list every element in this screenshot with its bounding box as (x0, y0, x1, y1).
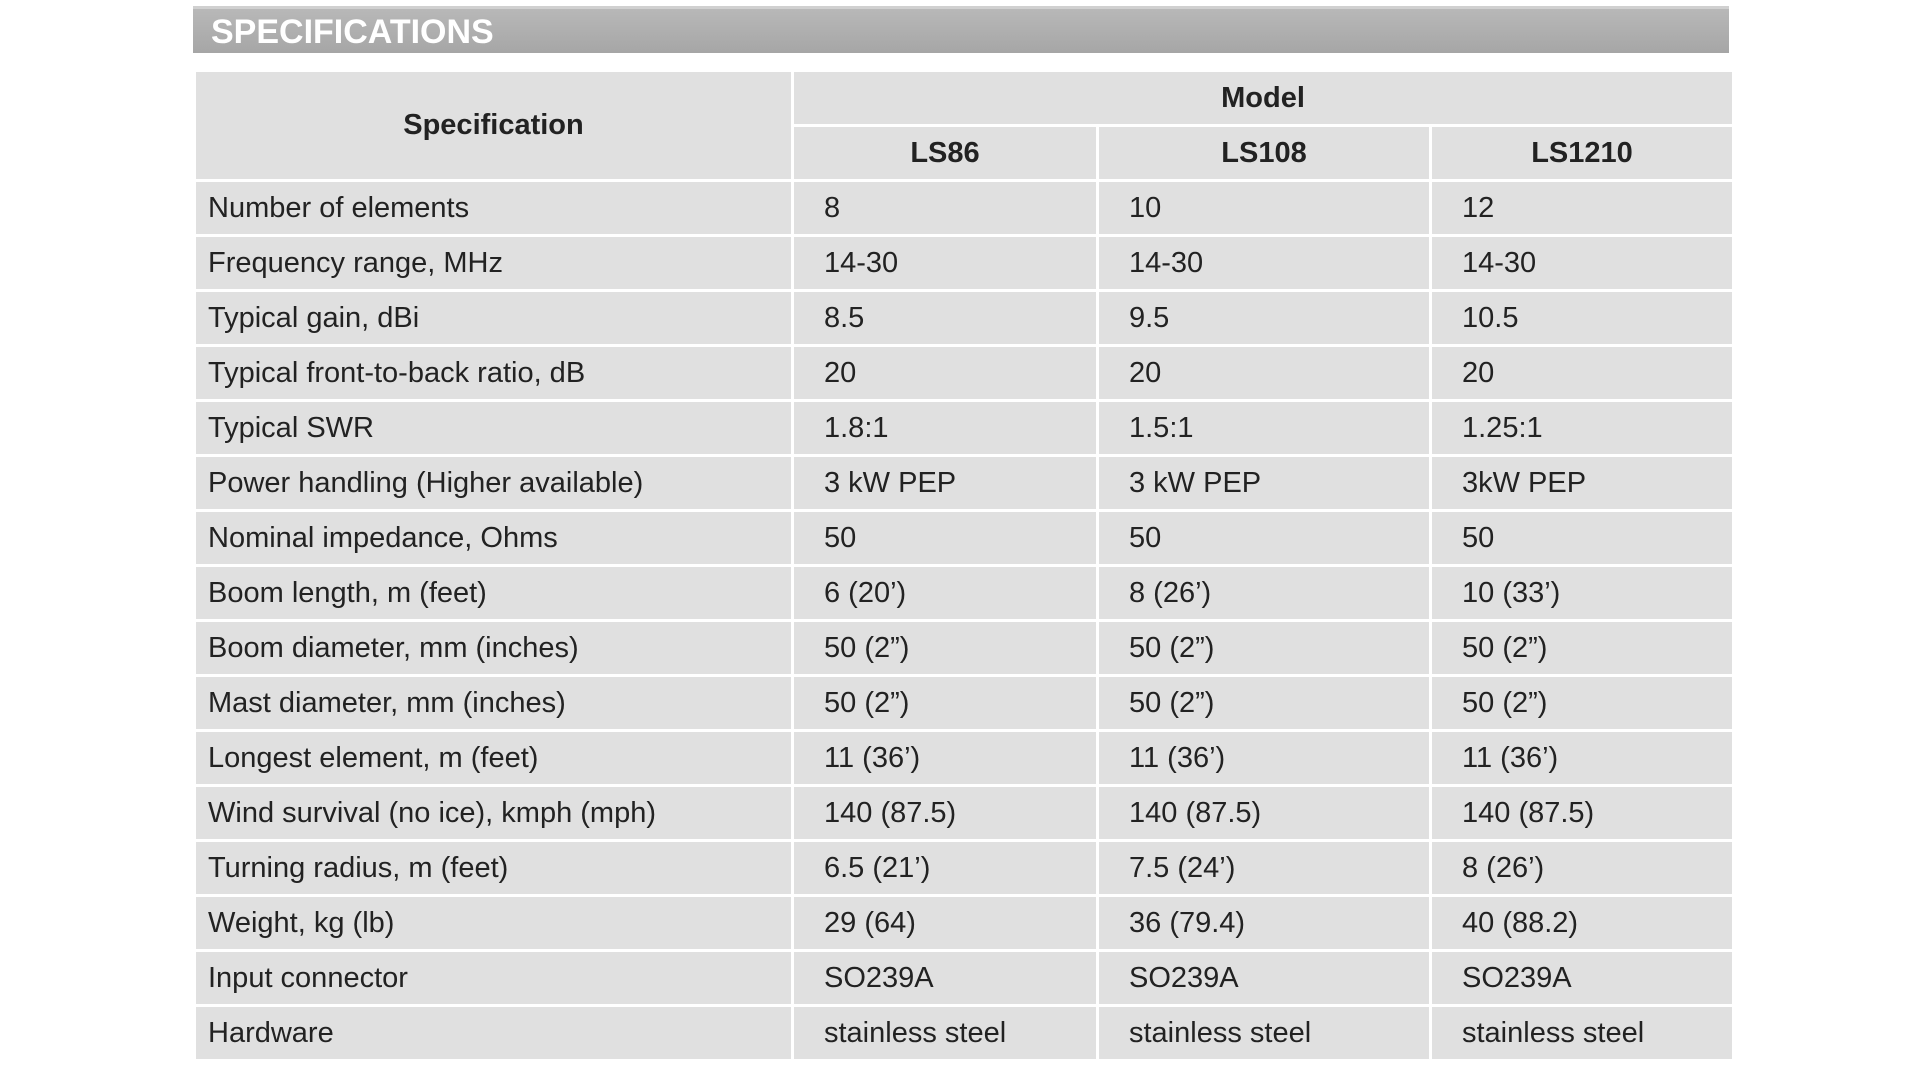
spec-value: 29 (64) (794, 897, 1096, 949)
spec-value: 11 (36’) (1432, 732, 1733, 784)
spec-label: Boom length, m (feet) (196, 567, 791, 619)
spec-label: Input connector (196, 952, 791, 1004)
spec-value: 11 (36’) (794, 732, 1096, 784)
spec-value: 50 (2”) (794, 677, 1096, 729)
spec-row: Nominal impedance, Ohms 50 50 50 (196, 512, 1733, 564)
spec-value: 36 (79.4) (1099, 897, 1429, 949)
spec-row: Boom length, m (feet) 6 (20’) 8 (26’) 10 (3… (196, 567, 1733, 619)
spec-value: 8 (794, 182, 1096, 234)
spec-label: Weight, kg (lb) (196, 897, 791, 949)
spec-row: Longest element, m (feet) 11 (36’) 11 (36’… (196, 732, 1733, 784)
spec-value: 50 (2”) (1099, 677, 1429, 729)
spec-label: Typical front-to-back ratio, dB (196, 347, 791, 399)
spec-value: SO239A (794, 952, 1096, 1004)
spec-value: 20 (1099, 347, 1429, 399)
spec-row: Hardware stainless steel stainless steel st… (196, 1007, 1733, 1059)
model-name: LS86 (794, 127, 1096, 179)
spec-value: 50 (2”) (794, 622, 1096, 674)
spec-value: 8 (26’) (1432, 842, 1733, 894)
spec-value: 1.8:1 (794, 402, 1096, 454)
spec-value: 140 (87.5) (1432, 787, 1733, 839)
spec-row: Boom diameter, mm (inches) 50 (2”) 50 (2”)… (196, 622, 1733, 674)
spec-value: stainless steel (794, 1007, 1096, 1059)
spec-value: 140 (87.5) (1099, 787, 1429, 839)
spec-label: Mast diameter, mm (inches) (196, 677, 791, 729)
spec-row: Typical gain, dBi 8.5 9.5 10.5 (196, 292, 1733, 344)
spec-value: 14-30 (1432, 237, 1733, 289)
spec-value: 10 (1099, 182, 1429, 234)
spec-row: Input connector SO239A SO239A SO239A (196, 952, 1733, 1004)
spec-value: 3 kW PEP (794, 457, 1096, 509)
spec-header: Specification (196, 72, 791, 179)
spec-value: 14-30 (794, 237, 1096, 289)
spec-label: Power handling (Higher available) (196, 457, 791, 509)
spec-value: 11 (36’) (1099, 732, 1429, 784)
spec-value: 50 (1432, 512, 1733, 564)
spec-table: Specification Model LS86 LS108 LS1210 Numb… (193, 69, 1735, 1062)
spec-value: SO239A (1099, 952, 1429, 1004)
spec-value: 1.5:1 (1099, 402, 1429, 454)
spec-row: Number of elements 8 10 12 (196, 182, 1733, 234)
spec-label: Frequency range, MHz (196, 237, 791, 289)
spec-value: 8.5 (794, 292, 1096, 344)
section-header: SPECIFICATIONS (193, 6, 1729, 53)
spec-value: 50 (794, 512, 1096, 564)
spec-value: 20 (794, 347, 1096, 399)
spec-value: 10.5 (1432, 292, 1733, 344)
spec-label: Typical SWR (196, 402, 791, 454)
spec-value: 6.5 (21’) (794, 842, 1096, 894)
spec-value: 1.25:1 (1432, 402, 1733, 454)
spec-value: 12 (1432, 182, 1733, 234)
spec-row: Wind survival (no ice), kmph (mph) 140 (8… (196, 787, 1733, 839)
spec-label: Boom diameter, mm (inches) (196, 622, 791, 674)
model-name: LS1210 (1432, 127, 1733, 179)
spec-value: 50 (1099, 512, 1429, 564)
spec-label: Hardware (196, 1007, 791, 1059)
spec-value: 6 (20’) (794, 567, 1096, 619)
spec-value: 7.5 (24’) (1099, 842, 1429, 894)
model-name: LS108 (1099, 127, 1429, 179)
model-header: Model (794, 72, 1733, 124)
spec-label: Wind survival (no ice), kmph (mph) (196, 787, 791, 839)
spec-value: 14-30 (1099, 237, 1429, 289)
spec-row: Mast diameter, mm (inches) 50 (2”) 50 (2”)… (196, 677, 1733, 729)
section-title: SPECIFICATIONS (211, 13, 494, 51)
spec-value: stainless steel (1099, 1007, 1429, 1059)
spec-row: Power handling (Higher available) 3 kW PE… (196, 457, 1733, 509)
spec-label: Longest element, m (feet) (196, 732, 791, 784)
spec-row: Frequency range, MHz 14-30 14-30 14-30 (196, 237, 1733, 289)
spec-value: 3kW PEP (1432, 457, 1733, 509)
header-row: Specification Model (196, 72, 1733, 179)
spec-row: Weight, kg (lb) 29 (64) 36 (79.4) 40 (88.2) (196, 897, 1733, 949)
spec-label: Typical gain, dBi (196, 292, 791, 344)
spec-row: Typical SWR 1.8:1 1.5:1 1.25:1 (196, 402, 1733, 454)
spec-row: Turning radius, m (feet) 6.5 (21’) 7.5 (24… (196, 842, 1733, 894)
spec-value: 50 (2”) (1099, 622, 1429, 674)
spec-value: stainless steel (1432, 1007, 1733, 1059)
spec-label: Nominal impedance, Ohms (196, 512, 791, 564)
spec-value: 50 (2”) (1432, 677, 1733, 729)
model-row: LS86 LS108 LS1210 (196, 127, 1733, 179)
spec-value: 50 (2”) (1432, 622, 1733, 674)
spec-value: 3 kW PEP (1099, 457, 1429, 509)
spec-value: 10 (33’) (1432, 567, 1733, 619)
spec-value: 9.5 (1099, 292, 1429, 344)
spec-value: 40 (88.2) (1432, 897, 1733, 949)
spec-label: Turning radius, m (feet) (196, 842, 791, 894)
spec-value: 140 (87.5) (794, 787, 1096, 839)
spec-value: 20 (1432, 347, 1733, 399)
spec-label: Number of elements (196, 182, 791, 234)
spec-value: SO239A (1432, 952, 1733, 1004)
spec-row: Typical front-to-back ratio, dB 20 20 20 (196, 347, 1733, 399)
spec-value: 8 (26’) (1099, 567, 1429, 619)
